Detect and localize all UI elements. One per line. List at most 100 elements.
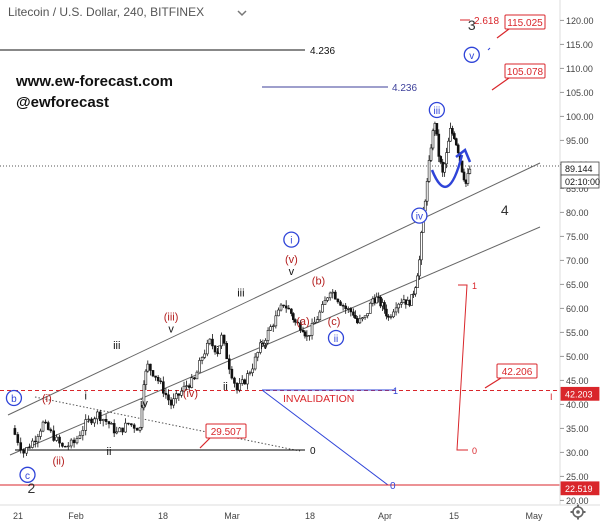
- time-tick-label-3: 18: [158, 511, 168, 521]
- candle-body: [449, 128, 452, 142]
- candle-body: [261, 342, 265, 344]
- candle-body: [336, 298, 340, 303]
- candle-body: [72, 439, 76, 444]
- candle-body: [44, 421, 47, 424]
- wave-label-4: (ii): [52, 455, 64, 467]
- candle-body: [435, 123, 439, 135]
- candle-body: [414, 287, 417, 295]
- candle-body: [64, 445, 67, 448]
- wave-labels: bc2(i)(ii)iiiiiiiv(iii)v(iv)iiiiiiivi(v)…: [5, 17, 509, 496]
- candle-body: [16, 434, 20, 443]
- projection-tail: [487, 47, 491, 51]
- candle-body: [305, 335, 309, 337]
- candle-body: [462, 171, 466, 181]
- time-tick-label-7: Apr: [378, 511, 392, 521]
- candle-body: [39, 430, 42, 437]
- candle-body: [182, 385, 186, 392]
- wave-label-2: 2: [28, 480, 36, 496]
- candle-body: [195, 371, 199, 380]
- wave-label-1: c: [25, 471, 30, 482]
- candle-body: [227, 358, 231, 370]
- price-tick-label: 40.00: [566, 400, 589, 410]
- channel-upper: [7, 162, 541, 416]
- price-tick-label: 120.00: [566, 16, 594, 26]
- wave-label-26: v: [469, 51, 474, 62]
- watermark-handle: @ewforecast: [16, 94, 109, 111]
- gear-icon[interactable]: [570, 504, 586, 520]
- fib-blue-diagonal: [261, 389, 389, 486]
- candle-body: [140, 407, 144, 428]
- candle-body: [49, 429, 53, 432]
- candle-body: [264, 340, 267, 344]
- candle-body: [87, 418, 90, 421]
- candle-body: [36, 436, 40, 443]
- candle-body: [58, 436, 61, 444]
- candle-body: [124, 422, 127, 433]
- candle-body: [334, 291, 337, 300]
- candle-body: [198, 360, 201, 373]
- invalidation-mark: I: [550, 392, 553, 402]
- fib-4236-black-label: 4.236: [310, 46, 335, 57]
- candle-body: [321, 304, 324, 313]
- wave-label-22: ii: [334, 334, 338, 345]
- price-tick-label: 65.00: [566, 280, 589, 290]
- candle-body: [149, 363, 152, 371]
- candle-body: [318, 311, 322, 320]
- candle-body: [118, 427, 121, 433]
- candle-body: [127, 422, 130, 425]
- candle-body: [93, 418, 96, 424]
- candle-body: [104, 419, 108, 422]
- candle-body: [341, 305, 345, 307]
- candle-body: [22, 449, 25, 454]
- candle-body: [323, 300, 327, 305]
- price-tick-label: 110.00: [566, 64, 593, 74]
- candle-body: [445, 152, 448, 165]
- projection-path: [430, 154, 464, 189]
- candle-body: [146, 363, 150, 372]
- chevron-down-icon[interactable]: [237, 10, 247, 17]
- target-label-0: 115.025: [507, 18, 543, 29]
- candle-body: [213, 345, 217, 353]
- projection-arrow-icon: [455, 148, 472, 163]
- candle-body: [225, 343, 228, 360]
- candle-body: [110, 423, 113, 425]
- candle-body: [115, 431, 119, 434]
- candle-body: [75, 438, 79, 444]
- candle-body: [296, 321, 300, 324]
- wave-label-20: (b): [312, 275, 325, 287]
- time-axis: 21 Feb 18 Mar 18 Apr 15 May: [0, 504, 600, 521]
- candle-body: [431, 130, 435, 149]
- wave-circle-26: [463, 46, 480, 63]
- target-box-2: [496, 363, 538, 379]
- candle-body: [277, 309, 280, 317]
- candle-body: [121, 427, 124, 433]
- candle-body: [358, 318, 362, 324]
- support-price-tag: 22.519: [565, 484, 593, 494]
- candle-body: [90, 418, 93, 424]
- candle-body: [429, 147, 433, 161]
- candle-body: [301, 330, 305, 333]
- candle-body: [427, 160, 431, 182]
- fib-4236-blue-label: 4.236: [392, 83, 417, 94]
- target-pointer-0: [496, 28, 510, 39]
- wave-label-13: ii: [223, 381, 228, 393]
- wave-circle-1: [19, 466, 36, 483]
- candle-body: [315, 319, 319, 323]
- candle-body: [460, 160, 464, 173]
- candle-body: [156, 376, 160, 382]
- wave-label-0: b: [11, 394, 17, 405]
- candles: [13, 47, 491, 458]
- fib-mid-1-label: 1: [393, 386, 398, 396]
- wave-circle-16: [283, 231, 300, 248]
- candle-body: [154, 375, 157, 378]
- candle-body: [282, 304, 285, 307]
- candle-body: [208, 338, 212, 344]
- candle-body: [397, 303, 401, 309]
- candle-body: [66, 445, 70, 448]
- target-pointer-1: [491, 77, 510, 91]
- candle-body: [290, 308, 293, 314]
- candle-body: [451, 128, 454, 134]
- wave-label-9: (iii): [164, 311, 179, 323]
- fib-zero-blue-label: 0: [390, 481, 396, 492]
